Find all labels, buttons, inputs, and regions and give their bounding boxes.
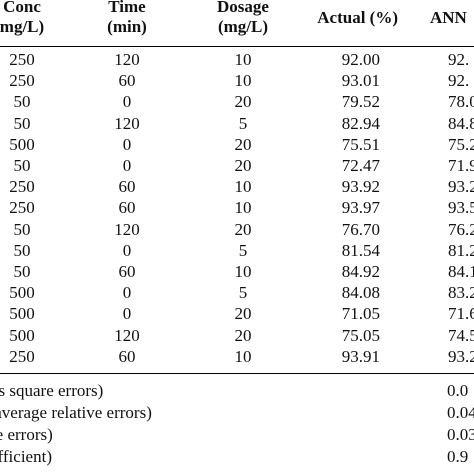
cell-actual: 84.92 <box>341 262 380 281</box>
cell-ann: 92. <box>448 50 470 69</box>
footer-label: efficient) <box>0 447 52 466</box>
cell-actual: 82.94 <box>341 114 380 133</box>
cell-conc: 500 <box>9 326 35 345</box>
cell-time: 120 <box>114 326 140 345</box>
cell-ann: 92. <box>448 71 470 90</box>
cell-actual: 76.70 <box>341 220 380 239</box>
header-conc: Conc mg/L) <box>0 0 46 37</box>
header-dosage-line1: Dosage <box>217 0 269 16</box>
cell-time: 120 <box>114 220 140 239</box>
header-time-line2: (min) <box>107 17 147 36</box>
cell-conc: 50 <box>13 156 31 175</box>
footer-value: 0.04 <box>447 403 474 422</box>
cell-conc: 250 <box>9 50 35 69</box>
cell-ann: 76.2 <box>448 220 474 239</box>
cell-dosage: 20 <box>234 220 252 239</box>
cell-ann: 93.2 <box>448 347 474 366</box>
cell-ann: 71.9 <box>448 156 474 175</box>
cell-conc: 50 <box>13 262 31 281</box>
cell-time: 60 <box>118 262 136 281</box>
header-actual: Actual (%) <box>317 8 398 27</box>
cell-time: 120 <box>114 114 140 133</box>
cell-dosage: 10 <box>234 71 252 90</box>
cell-actual: 72.47 <box>341 156 380 175</box>
cell-conc: 50 <box>13 114 31 133</box>
cell-actual: 75.51 <box>341 135 380 154</box>
cell-conc: 250 <box>9 71 35 90</box>
cell-dosage: 20 <box>234 326 252 345</box>
footer-value: 0.03 <box>447 425 474 444</box>
cell-actual: 75.05 <box>341 326 380 345</box>
header-dosage: Dosage (mg/L) <box>206 0 280 37</box>
cell-time: 60 <box>118 177 136 196</box>
cell-ann: 81.2 <box>448 241 474 260</box>
cell-ann: 74.5 <box>448 326 474 345</box>
cell-dosage: 20 <box>234 92 252 111</box>
cell-dosage: 20 <box>234 304 252 323</box>
cell-time: 0 <box>122 304 132 323</box>
cell-conc: 500 <box>9 135 35 154</box>
cell-actual: 81.54 <box>341 241 380 260</box>
cell-conc: 50 <box>13 220 31 239</box>
cell-actual: 93.91 <box>341 347 380 366</box>
cell-actual: 93.01 <box>341 71 380 90</box>
cell-conc: 50 <box>13 241 31 260</box>
footer-value: 0.9 <box>447 447 469 466</box>
cell-ann: 93.2 <box>448 177 474 196</box>
cell-dosage: 10 <box>234 262 252 281</box>
cell-dosage: 5 <box>238 241 248 260</box>
body-rule <box>0 373 474 374</box>
cell-dosage: 10 <box>234 50 252 69</box>
cell-time: 60 <box>118 198 136 217</box>
cell-time: 0 <box>122 283 132 302</box>
cell-time: 0 <box>122 156 132 175</box>
footer-label: ns square errors) <box>0 381 104 400</box>
cell-ann: 71.6 <box>448 304 474 323</box>
cell-conc: 50 <box>13 92 31 111</box>
cell-ann: 93.5 <box>448 198 474 217</box>
footer-value: 0.0 <box>447 381 469 400</box>
cell-actual: 92.00 <box>341 50 380 69</box>
cell-dosage: 5 <box>238 114 248 133</box>
header-rule <box>0 46 474 47</box>
footer-label: re errors) <box>0 425 53 444</box>
cell-conc: 250 <box>9 347 35 366</box>
cell-dosage: 10 <box>234 347 252 366</box>
header-conc-line1: Conc <box>3 0 41 16</box>
cell-conc: 500 <box>9 304 35 323</box>
footer-label: average relative errors) <box>0 403 152 422</box>
cell-actual: 93.92 <box>341 177 380 196</box>
cell-ann: 83.2 <box>448 283 474 302</box>
cell-actual: 71.05 <box>341 304 380 323</box>
cell-actual: 84.08 <box>341 283 380 302</box>
cell-conc: 500 <box>9 283 35 302</box>
cell-actual: 79.52 <box>341 92 380 111</box>
cell-actual: 93.97 <box>341 198 380 217</box>
cell-time: 0 <box>122 92 132 111</box>
cell-ann: 78.0 <box>448 92 474 111</box>
cell-time: 0 <box>122 135 132 154</box>
header-conc-line2: mg/L) <box>0 17 45 36</box>
cell-dosage: 5 <box>238 283 248 302</box>
cell-conc: 250 <box>9 177 35 196</box>
cell-ann: 75.2 <box>448 135 474 154</box>
cell-dosage: 10 <box>234 198 252 217</box>
cell-time: 0 <box>122 241 132 260</box>
cell-dosage: 10 <box>234 177 252 196</box>
cell-dosage: 20 <box>234 156 252 175</box>
cell-conc: 250 <box>9 198 35 217</box>
cell-ann: 84.8 <box>448 114 474 133</box>
cell-dosage: 20 <box>234 135 252 154</box>
header-time-line1: Time <box>108 0 146 16</box>
cell-time: 120 <box>114 50 140 69</box>
header-dosage-line2: (mg/L) <box>217 17 269 36</box>
cell-ann: 84.1 <box>448 262 474 281</box>
header-time: Time (min) <box>97 0 157 37</box>
header-ann: ANN <box>430 8 467 27</box>
cell-time: 60 <box>118 347 136 366</box>
cell-time: 60 <box>118 71 136 90</box>
